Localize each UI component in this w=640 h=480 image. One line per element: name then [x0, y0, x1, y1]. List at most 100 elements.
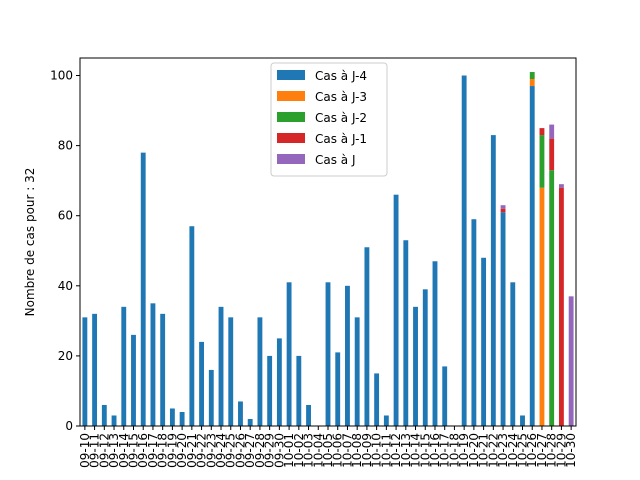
x-tick-label: 10-08	[350, 433, 364, 468]
x-tick-label: 10-25	[516, 433, 530, 468]
x-tick-label: 10-04	[311, 433, 325, 468]
bar-10-23-series-3	[500, 208, 506, 213]
bar-09-12-series-0	[101, 404, 107, 426]
bar-10-14-series-0	[413, 306, 418, 426]
x-tick-label: 09-25	[224, 433, 238, 468]
bar-10-27-series-2	[539, 135, 545, 188]
legend: Cas à J-4 Cas à J-3 Cas à J-2 Cas à J-1 Cas …	[270, 62, 388, 177]
bar-10-27-series-3	[539, 128, 545, 136]
x-tick-label: 09-21	[185, 433, 199, 468]
bar-10-17-series-0	[442, 366, 448, 426]
legend-label: Cas à J-3	[315, 90, 367, 104]
legend-swatch	[277, 91, 305, 101]
plot-frame	[79, 57, 577, 427]
bar-10-15-series-0	[422, 289, 428, 426]
x-tick-label: 09-18	[156, 433, 170, 468]
bar-10-28-series-3	[549, 138, 555, 171]
x-tick-label: 09-17	[146, 433, 160, 468]
x-tick-label: 09-28	[253, 433, 267, 468]
bar-09-19-series-0	[169, 408, 175, 426]
bar-10-07-series-0	[345, 285, 350, 426]
bar-10-26-series-2	[529, 72, 535, 80]
y-tick-label: 100	[50, 69, 73, 83]
bar-09-30-series-0	[276, 338, 282, 426]
x-tick-label: 09-10	[78, 433, 92, 468]
legend-swatch	[277, 70, 305, 80]
bar-10-29-series-4	[558, 184, 564, 188]
y-axis-label: Nombre de cas pour : 32	[23, 168, 37, 317]
x-axis: 09-1009-1109-1209-1309-1409-1509-1609-17…	[78, 426, 578, 468]
bar-10-29-series-3	[558, 187, 564, 426]
bar-10-08-series-0	[354, 317, 360, 426]
bar-10-23-series-0	[500, 212, 506, 426]
x-tick-label: 10-03	[302, 433, 316, 468]
x-tick-label: 09-12	[97, 433, 111, 468]
x-tick-label: 10-28	[545, 433, 559, 468]
x-tick-label: 10-11	[379, 433, 393, 468]
bar-09-29-series-0	[267, 355, 273, 426]
y-tick-label: 20	[58, 349, 73, 363]
legend-swatch	[277, 112, 305, 122]
x-tick-label: 09-15	[126, 433, 140, 468]
y-axis: 0 20 40 60 80 100	[50, 69, 80, 433]
x-tick-label: 10-24	[506, 433, 520, 468]
bar-10-16-series-0	[432, 261, 438, 426]
x-tick-label: 10-14	[409, 433, 423, 468]
x-tick-label: 10-21	[477, 433, 491, 468]
bar-09-28-series-0	[257, 317, 263, 426]
bar-09-25-series-0	[228, 317, 234, 426]
x-tick-label: 10-12	[389, 433, 403, 468]
legend-swatch	[277, 133, 305, 143]
bar-09-27-series-0	[247, 418, 253, 426]
legend-label: Cas à J-4	[315, 69, 367, 83]
bar-09-24-series-0	[218, 306, 224, 426]
bar-09-16-series-0	[140, 152, 146, 426]
x-tick-label: 10-29	[554, 433, 568, 468]
x-tick-label: 09-13	[107, 433, 121, 468]
x-tick-label: 10-01	[282, 433, 296, 468]
bar-10-19-series-0	[461, 75, 467, 427]
legend-label: Cas à J	[315, 153, 356, 167]
bar-10-28-series-4	[549, 124, 555, 139]
y-tick-label: 40	[58, 279, 73, 293]
x-tick-label: 10-16	[428, 433, 442, 468]
legend-swatch	[277, 154, 305, 164]
bar-10-06-series-0	[335, 352, 341, 426]
bar-09-20-series-0	[179, 411, 185, 426]
y-tick-label: 60	[58, 209, 73, 223]
bar-10-09-series-0	[364, 247, 370, 426]
bar-09-26-series-0	[238, 401, 243, 426]
legend-label: Cas à J-1	[315, 132, 367, 146]
x-tick-label: 10-22	[486, 433, 500, 468]
x-tick-label: 10-10	[370, 433, 384, 468]
bar-10-25-series-0	[520, 415, 525, 426]
bar-09-15-series-0	[131, 334, 136, 426]
bar-10-28-series-2	[549, 170, 555, 426]
x-tick-label: 09-16	[136, 433, 150, 468]
bar-10-26-series-0	[529, 86, 535, 427]
x-tick-label: 10-02	[292, 433, 306, 468]
x-tick-label: 09-27	[243, 433, 257, 468]
x-tick-label: 10-17	[438, 433, 452, 468]
bar-09-17-series-0	[150, 303, 156, 426]
bar-10-30-series-4	[568, 296, 574, 426]
bar-10-20-series-0	[471, 219, 477, 426]
bar-09-22-series-0	[199, 341, 204, 426]
x-tick-label: 09-24	[214, 433, 228, 468]
bar-10-02-series-0	[296, 355, 302, 426]
x-tick-label: 09-30	[272, 433, 286, 468]
bar-10-11-series-0	[383, 415, 389, 426]
x-tick-label: 09-23	[204, 433, 218, 468]
bar-10-13-series-0	[403, 240, 409, 426]
x-tick-label: 09-22	[195, 433, 209, 468]
x-tick-label: 10-20	[467, 433, 481, 468]
bar-10-26-series-1	[529, 79, 535, 87]
bar-10-21-series-0	[481, 257, 487, 426]
x-tick-label: 10-30	[564, 433, 578, 468]
legend-label: Cas à J-2	[315, 111, 367, 125]
x-tick-label: 10-27	[535, 433, 549, 468]
bar-09-10-series-0	[82, 317, 88, 426]
bar-09-14-series-0	[121, 306, 127, 426]
y-tick-label: 80	[58, 139, 73, 153]
